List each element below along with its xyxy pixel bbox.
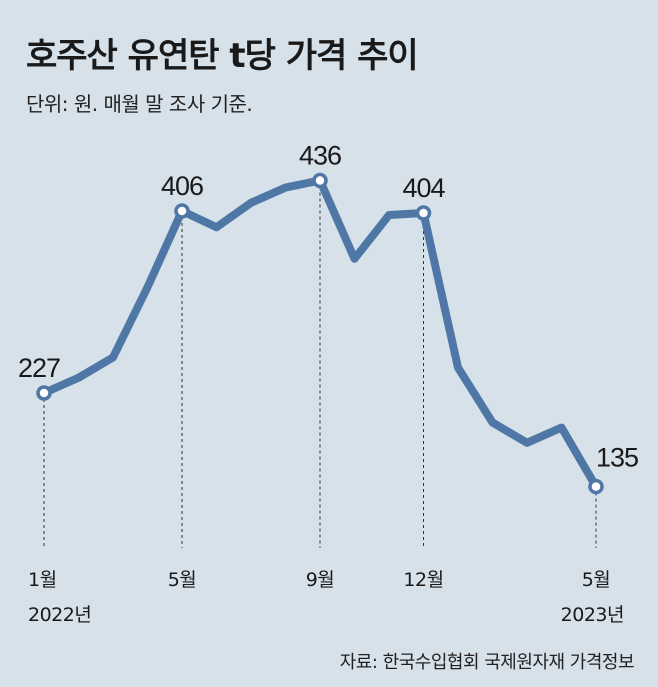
data-label: 227: [18, 353, 60, 383]
x-tick-label: 9월: [306, 569, 335, 591]
x-tick-label: 1월: [28, 569, 57, 591]
data-label: 436: [299, 140, 341, 170]
x-tick-label: 12월: [403, 569, 443, 591]
data-point-marker: [36, 385, 52, 401]
data-point-marker: [174, 203, 190, 219]
x-tick-label: 5월: [168, 569, 197, 591]
data-label: 135: [596, 443, 638, 473]
data-label: 406: [161, 171, 203, 201]
x-year-label: 2022년: [28, 604, 91, 626]
data-point-marker: [588, 478, 604, 495]
x-tick-label: 5월: [582, 569, 611, 591]
x-year-label: 2023년: [561, 604, 624, 626]
data-label: 404: [402, 173, 445, 203]
chart-title: 호주산 유연탄 t당 가격 추이: [26, 36, 419, 76]
chart-subtitle: 단위: 원. 매월 말 조사 기준.: [26, 92, 253, 116]
data-point-marker: [415, 205, 432, 221]
chart-source: 자료: 한국수입협회 국제원자재 가격정보: [339, 652, 635, 673]
data-point-marker: [312, 172, 328, 189]
